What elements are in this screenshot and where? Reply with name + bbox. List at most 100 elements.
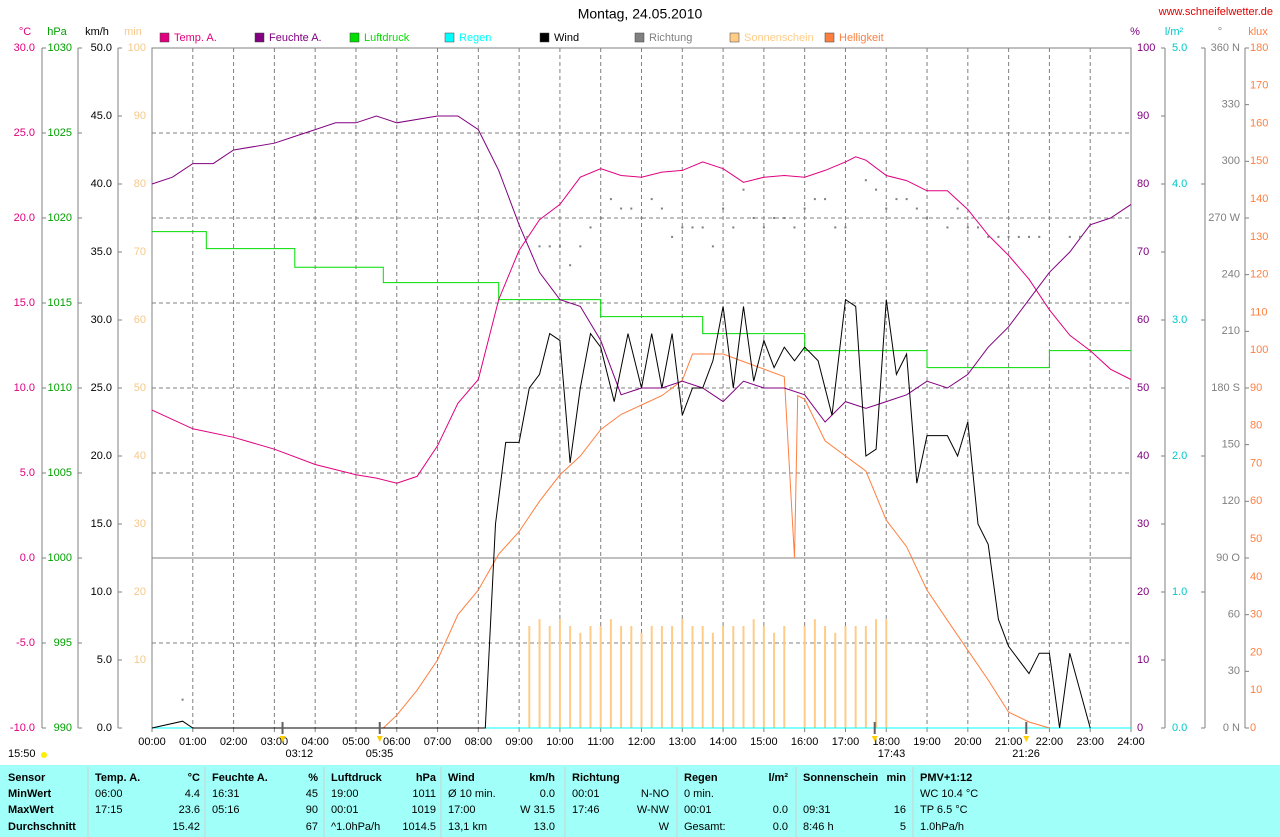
direction-dot: [681, 226, 684, 229]
annotation-label: 21:26: [1012, 748, 1040, 760]
sunshine-bar: [844, 626, 847, 728]
y-tick-label: 1015: [48, 297, 72, 309]
row-label: MinWert: [8, 788, 52, 800]
stats-cell: 09:31: [803, 804, 831, 816]
stats-cell: ^1.0hPa/h: [331, 821, 380, 833]
stats-cell: 4.4: [185, 788, 200, 800]
sunshine-bar: [813, 619, 816, 728]
x-tick-label: 16:00: [791, 736, 819, 748]
y-tick-label: 1005: [48, 467, 72, 479]
stats-cell: 1014.5: [402, 821, 436, 833]
direction-dot: [864, 179, 867, 182]
sunshine-bar: [742, 626, 745, 728]
stats-cell: km/h: [529, 772, 555, 784]
y-tick-label: 50: [1250, 533, 1262, 545]
stats-cell: 00:01: [331, 804, 359, 816]
x-tick-label: 23:00: [1076, 736, 1104, 748]
sunshine-bar: [589, 626, 592, 728]
stats-cell: 67: [306, 821, 318, 833]
axis-unit: l/m²: [1165, 26, 1184, 38]
direction-dot: [885, 207, 888, 210]
legend-swatch: [824, 32, 835, 43]
y-tick-label: 50.0: [91, 42, 112, 54]
direction-dot: [181, 698, 184, 701]
direction-dot: [548, 245, 551, 248]
direction-dot: [691, 226, 694, 229]
y-tick-label: 70: [134, 246, 146, 258]
annotation-label: 17:43: [878, 748, 906, 760]
sunshine-bar: [538, 619, 541, 728]
y-tick-label: 990: [54, 722, 72, 734]
y-tick-label: 360 N: [1211, 42, 1240, 54]
stats-cell: Regen: [684, 772, 718, 784]
direction-dot: [946, 226, 949, 229]
direction-dot: [732, 226, 735, 229]
sunshine-bar: [732, 626, 735, 728]
stats-cell: W-NW: [637, 804, 670, 816]
direction-dot: [650, 198, 653, 201]
stats-cell: 17:00: [448, 804, 476, 816]
y-tick-label: 20: [134, 586, 146, 598]
stats-cell: 90: [306, 804, 318, 816]
stats-cell: 0 min.: [684, 788, 714, 800]
series-line: [151, 298, 1091, 729]
series-line: [152, 231, 1131, 369]
y-tick-label: 80: [1137, 178, 1149, 190]
direction-dot: [783, 217, 786, 219]
sunshine-bar: [558, 619, 561, 728]
x-tick-label: 04:00: [301, 736, 329, 748]
stats-cell: 17:15: [95, 804, 123, 816]
x-tick-label: 18:00: [872, 736, 900, 748]
y-tick-label: 240: [1222, 269, 1240, 281]
stats-cell: °C: [188, 772, 200, 784]
legend-swatch: [444, 32, 455, 43]
y-tick-label: 20: [1137, 586, 1149, 598]
legend-label: Luftdruck: [364, 32, 410, 44]
sunshine-bar: [854, 626, 857, 728]
stats-cell: 13,1 km: [448, 821, 487, 833]
direction-dot: [711, 245, 714, 248]
y-tick-label: 20.0: [14, 212, 35, 224]
direction-dot: [956, 207, 959, 210]
stats-cell: 5: [900, 821, 906, 833]
stats-cell: W: [659, 821, 670, 833]
row-label: MaxWert: [8, 804, 54, 816]
stats-cell: 8:46 h: [803, 821, 834, 833]
time-label: 15:50: [8, 748, 36, 760]
x-tick-label: 05:00: [342, 736, 370, 748]
sunshine-bar: [660, 626, 663, 728]
sunshine-bar: [548, 626, 551, 728]
x-tick-label: 21:00: [995, 736, 1023, 748]
y-tick-label: 330: [1222, 99, 1240, 111]
axis-unit: km/h: [85, 26, 109, 38]
x-tick-label: 24:00: [1117, 736, 1145, 748]
y-tick-label: 25.0: [91, 382, 112, 394]
y-tick-label: 60: [1228, 609, 1240, 621]
sunshine-bar: [620, 626, 623, 728]
axis-unit: klux: [1248, 26, 1268, 38]
legend-swatch: [634, 32, 645, 43]
legend-label: Wind: [554, 32, 579, 44]
sunshine-bar: [824, 626, 827, 728]
y-tick-label: 5.0: [1172, 42, 1187, 54]
direction-dot: [1007, 235, 1010, 238]
y-tick-label: 60: [1137, 314, 1149, 326]
x-tick-label: 19:00: [913, 736, 941, 748]
y-tick-label: 2.0: [1172, 450, 1187, 462]
stats-cell: hPa: [416, 772, 437, 784]
direction-dot: [915, 207, 918, 210]
y-tick-label: 30: [1228, 665, 1240, 677]
y-tick-label: 5.0: [97, 654, 112, 666]
y-tick-label: 30: [134, 518, 146, 530]
y-tick-label: 3.0: [1172, 314, 1187, 326]
y-tick-label: 0: [1250, 722, 1256, 734]
stats-cell: 00:01: [572, 788, 600, 800]
stats-cell: Gesamt:: [684, 821, 726, 833]
direction-dot: [966, 226, 969, 229]
y-tick-label: 1025: [48, 127, 72, 139]
y-tick-label: 0.0: [97, 722, 112, 734]
direction-dot: [926, 217, 929, 219]
y-tick-label: 1020: [48, 212, 72, 224]
direction-dot: [538, 245, 541, 248]
